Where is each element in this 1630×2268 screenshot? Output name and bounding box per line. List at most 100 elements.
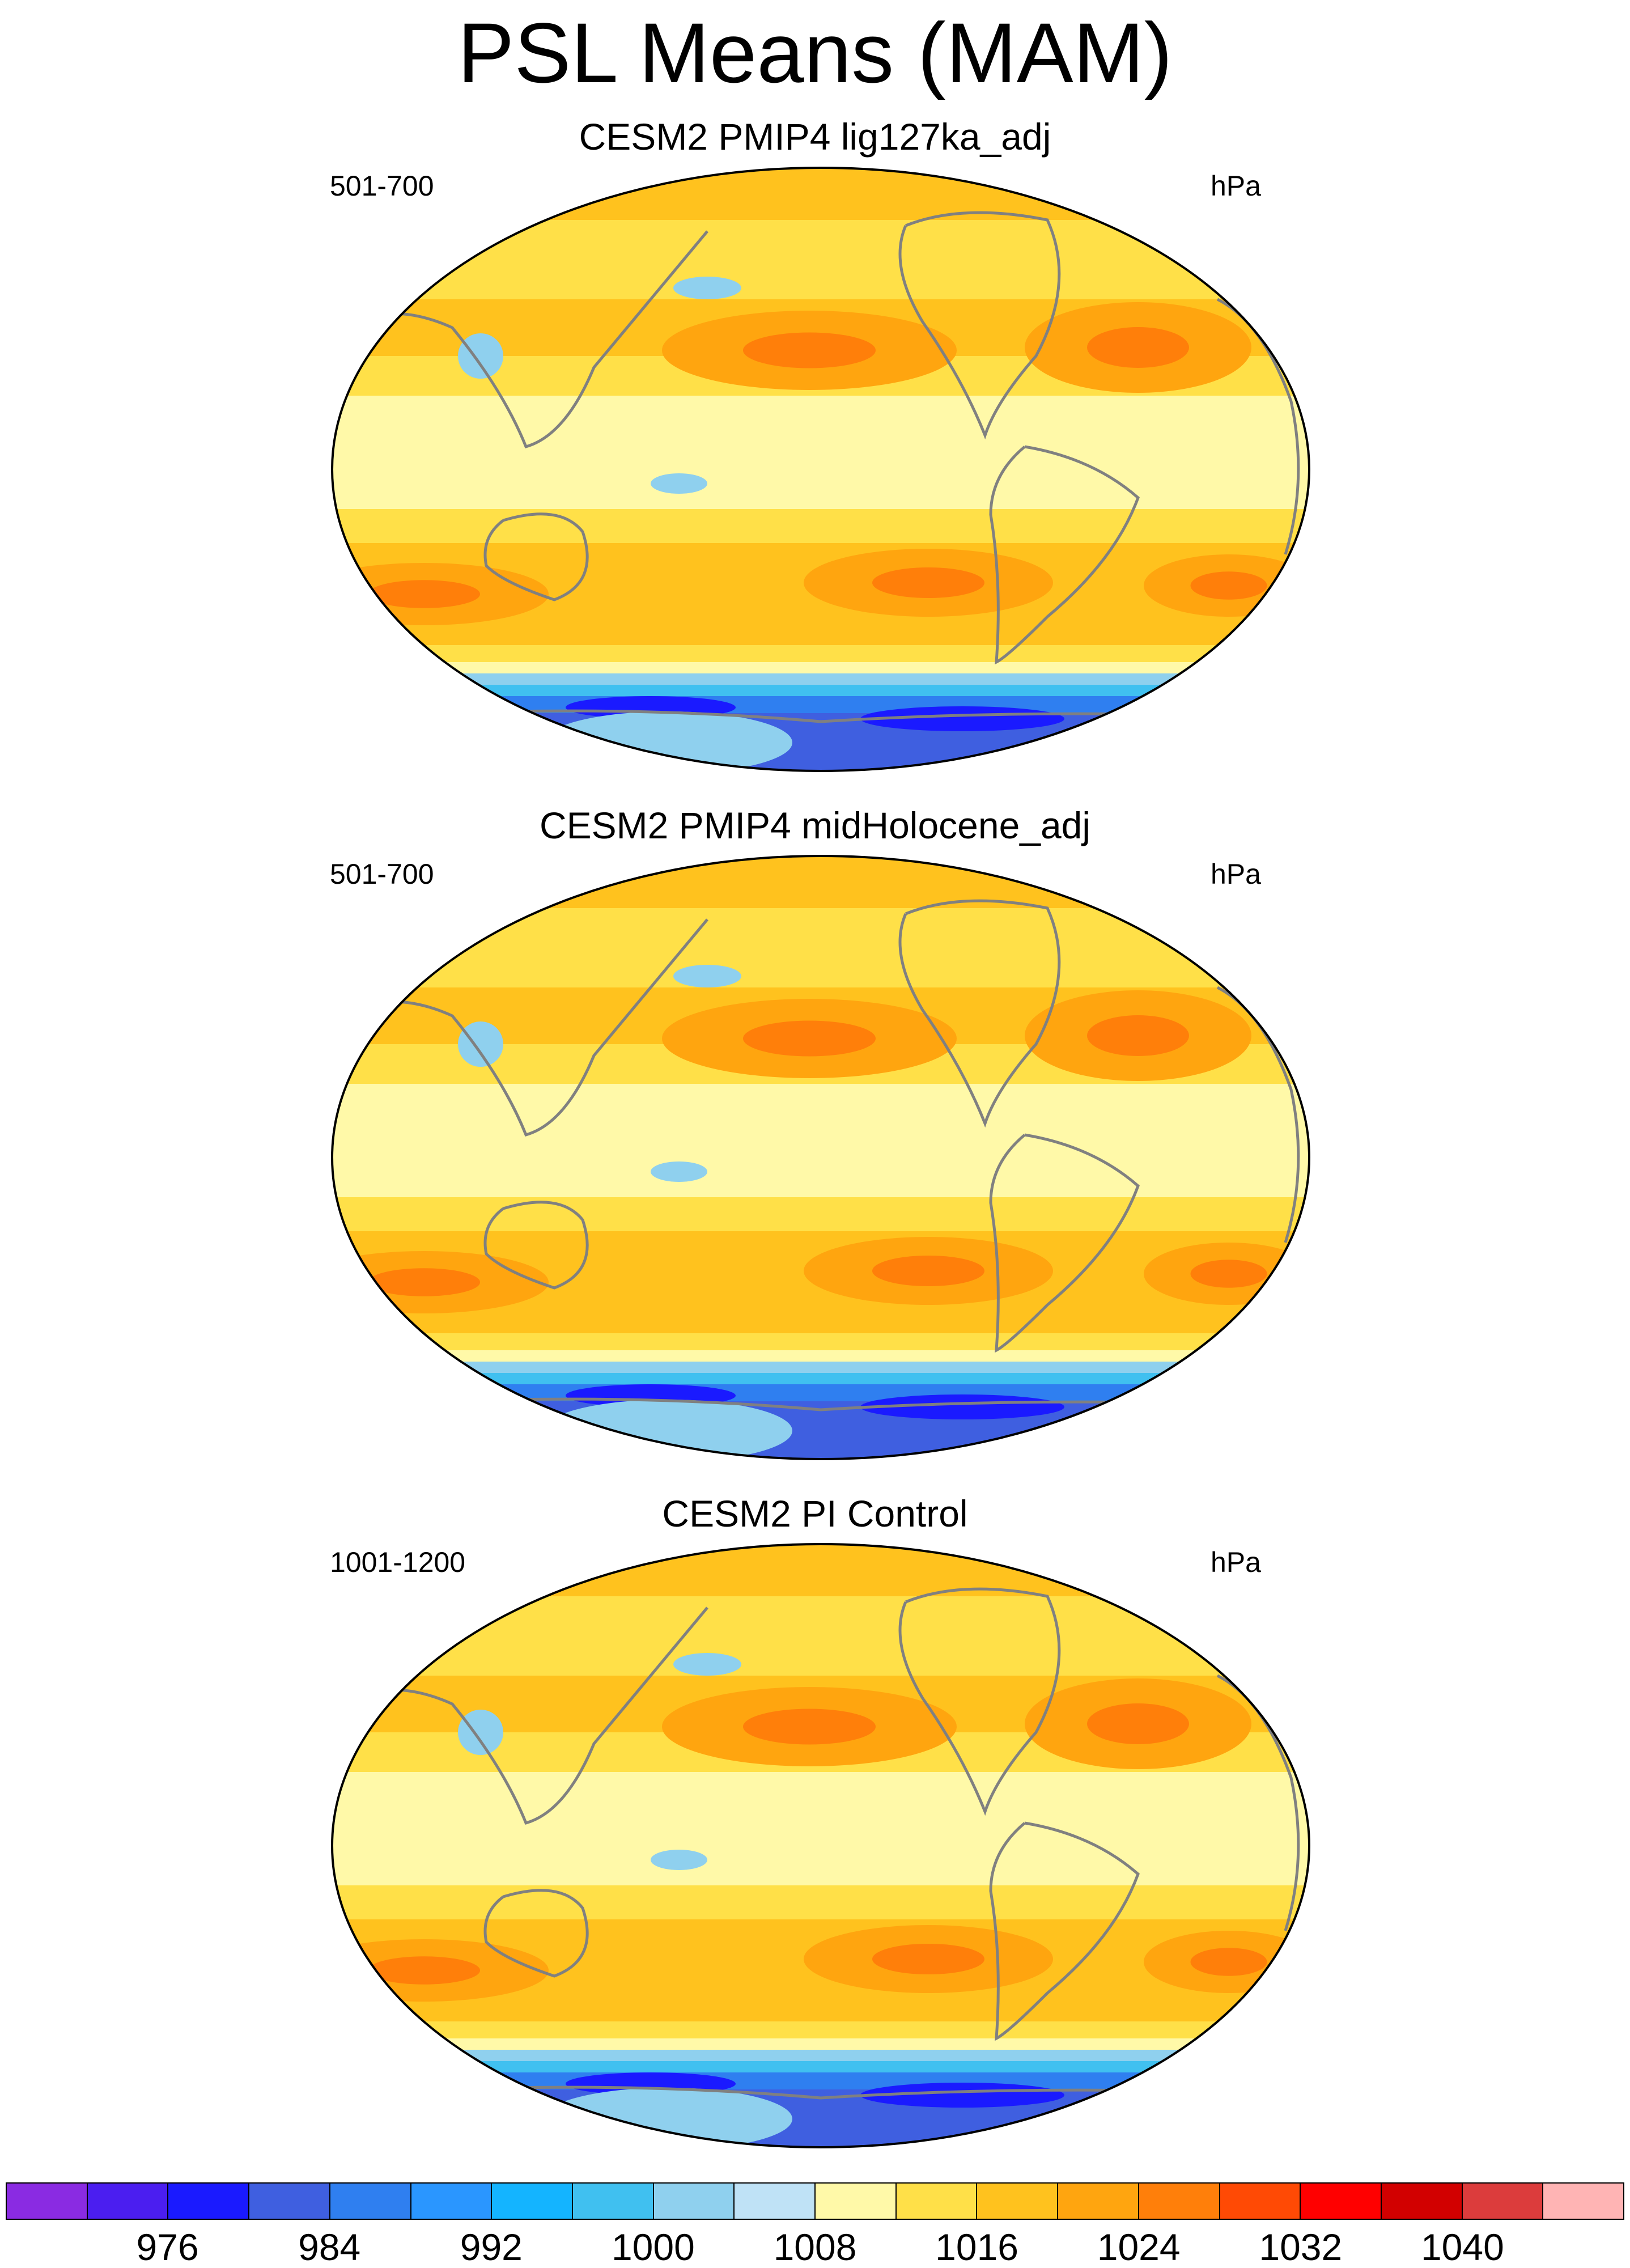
antarctic-plateau	[543, 1400, 792, 1459]
pressure-band	[332, 396, 1309, 509]
colorbar-box	[896, 2184, 978, 2219]
high-pressure-core	[1087, 1015, 1189, 1056]
low-pressure-cell	[1161, 1391, 1297, 1411]
antarctic-plateau	[543, 2088, 792, 2147]
panel-3-years: 1001-1200	[330, 1546, 466, 1578]
pressure-band	[332, 1772, 1309, 1885]
pressure-band	[332, 673, 1309, 685]
low-pressure-cell	[1161, 2079, 1297, 2100]
colorbar-box	[1381, 2184, 1463, 2219]
panel-1-units: hPa	[1211, 170, 1261, 202]
high-pressure-core	[368, 1956, 480, 1985]
high-pressure-core	[743, 1020, 876, 1057]
high-pressure-core	[743, 1709, 876, 1745]
colorbar-label: 1024	[1097, 2226, 1181, 2268]
regional-low	[651, 1850, 707, 1870]
coastline	[483, 1201, 589, 1290]
colorbar-box	[572, 2184, 654, 2219]
regional-low	[673, 965, 741, 987]
regional-low	[458, 1710, 503, 1755]
colorbar-box	[1301, 2184, 1382, 2219]
low-pressure-cell	[1161, 703, 1297, 723]
pressure-band	[332, 168, 1309, 220]
regional-low	[1370, 1787, 1404, 1814]
colorbar-box	[492, 2184, 573, 2219]
pressure-band	[332, 1544, 1309, 1596]
high-pressure-core	[743, 332, 876, 368]
high-pressure-core	[1190, 1948, 1267, 1976]
colorbar-label: 1032	[1259, 2226, 1343, 2268]
regional-low	[1370, 410, 1404, 438]
coastline	[898, 211, 1061, 440]
map-border	[331, 167, 1310, 772]
pressure-band	[332, 908, 1309, 987]
regional-low	[651, 473, 707, 494]
regional-low	[1370, 1099, 1404, 1126]
map-panel-3	[332, 1544, 1404, 2147]
pressure-band	[332, 1362, 1309, 1373]
colorbar-box	[87, 2184, 169, 2219]
pressure-band	[332, 509, 1309, 543]
colorbar-label: 992	[460, 2226, 523, 2268]
panel-3-title: CESM2 PI Control	[662, 1493, 968, 1534]
colorbar-box	[1058, 2184, 1139, 2219]
map-border	[331, 855, 1310, 1460]
low-pressure-cell	[860, 706, 1064, 731]
panel-1-title: CESM2 PMIP4 lig127ka_adj	[579, 116, 1051, 158]
pressure-band	[332, 1084, 1309, 1197]
map-panel-2	[332, 856, 1404, 1459]
pressure-band	[332, 685, 1309, 696]
high-pressure-core	[368, 580, 480, 608]
high-pressure-core	[1087, 1703, 1189, 1744]
colorbar-box	[653, 2184, 735, 2219]
map-panel-1	[332, 168, 1404, 771]
colorbar-box	[168, 2184, 250, 2219]
pressure-band	[332, 1885, 1309, 1919]
colorbar-box	[7, 2184, 88, 2219]
colorbar-box	[1462, 2184, 1544, 2219]
coastline	[898, 899, 1061, 1128]
high-pressure-core	[872, 1944, 984, 1974]
panel-2-years: 501-700	[330, 858, 434, 890]
colorbar-box	[1543, 2184, 1624, 2219]
colorbar-label: 1008	[773, 2226, 857, 2268]
coastline	[338, 1606, 708, 1825]
low-pressure-cell	[860, 1394, 1064, 1419]
low-pressure-cell	[339, 712, 475, 737]
colorbar-box	[735, 2184, 816, 2219]
pressure-band	[332, 1197, 1309, 1231]
pressure-band	[332, 696, 1309, 713]
coastline	[483, 1889, 589, 1978]
high-pressure-core	[1190, 1260, 1267, 1288]
pressure-band	[332, 662, 1309, 673]
low-pressure-cell	[339, 2088, 475, 2113]
colorbar-label: 1016	[935, 2226, 1018, 2268]
colorbar-label: 984	[298, 2226, 361, 2268]
colorbar-label: 976	[136, 2226, 199, 2268]
pressure-band	[332, 645, 1309, 662]
pressure-band	[332, 1373, 1309, 1384]
high-pressure-core	[1190, 571, 1267, 600]
colorbar-label: 1040	[1420, 2226, 1504, 2268]
pressure-band	[332, 2021, 1309, 2038]
panel-2-units: hPa	[1211, 858, 1261, 890]
pressure-band	[332, 1596, 1309, 1676]
panel-1-years: 501-700	[330, 170, 434, 202]
panel-3-units: hPa	[1211, 1546, 1261, 1578]
pressure-band	[332, 2061, 1309, 2072]
pressure-band	[332, 1350, 1309, 1362]
antarctic-plateau	[543, 711, 792, 771]
colorbar	[6, 2182, 1624, 2220]
colorbar-box	[977, 2184, 1059, 2219]
coastline	[483, 512, 589, 601]
panel-2-title: CESM2 PMIP4 midHolocene_adj	[539, 804, 1091, 846]
coastline	[989, 1821, 1140, 2041]
coastline	[989, 1133, 1140, 1353]
high-pressure-core	[1087, 327, 1189, 368]
colorbar-box	[816, 2184, 897, 2219]
pressure-band	[332, 856, 1309, 908]
coastline	[338, 230, 708, 449]
map-border	[331, 1543, 1310, 2148]
pressure-band	[332, 1384, 1309, 1401]
regional-low	[651, 1161, 707, 1182]
